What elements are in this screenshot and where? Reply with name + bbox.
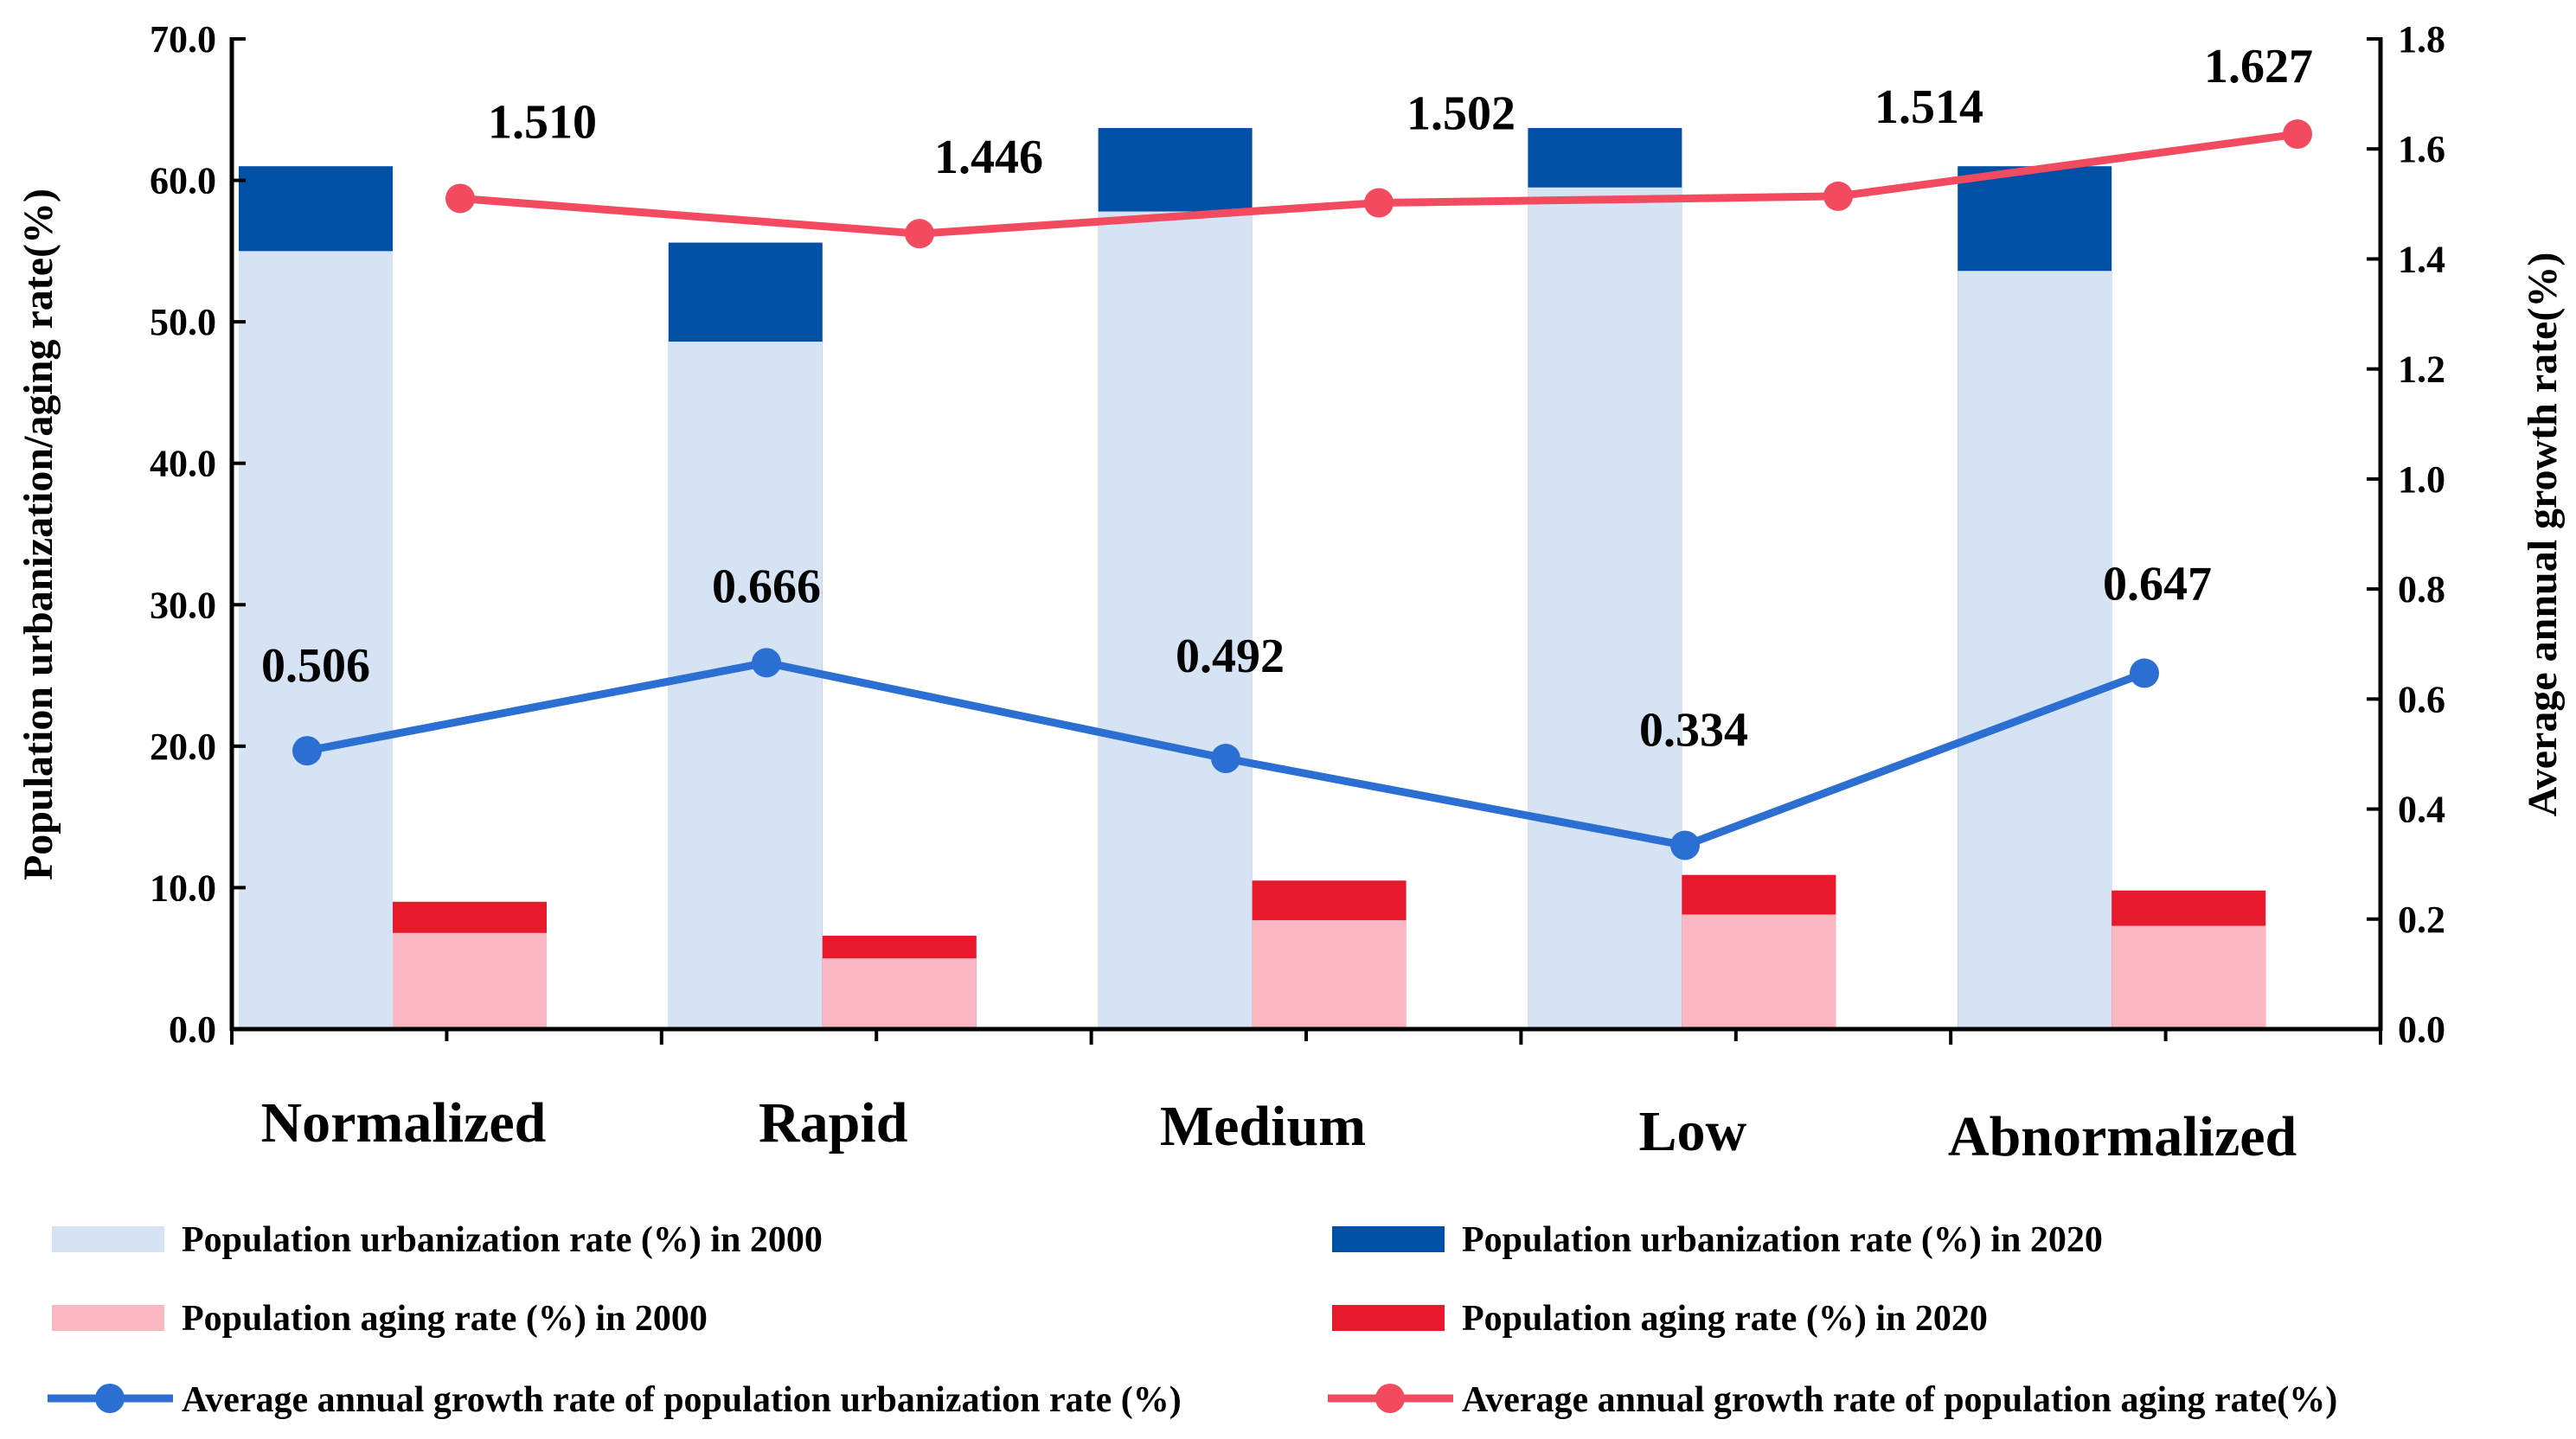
- bar-urbanization-2000-normalized: [239, 251, 393, 1029]
- category-label-normalized: Normalized: [260, 1091, 546, 1154]
- data-label-aging-0: 1.510: [488, 95, 597, 149]
- left-tick-label: 40.0: [150, 443, 216, 485]
- right-axis-title: Average annual growth rate(%): [2520, 253, 2566, 817]
- left-tick-label: 20.0: [150, 726, 216, 768]
- right-tick-label: 0.0: [2398, 1008, 2445, 1051]
- right-tick-label: 0.4: [2398, 789, 2445, 831]
- bar-aging-2000-medium: [1252, 920, 1407, 1029]
- line-point-aging-1: [905, 219, 934, 249]
- left-tick-label: 50.0: [150, 301, 216, 343]
- line-point-aging-4: [2283, 119, 2312, 150]
- data-label-aging-4: 1.627: [2204, 40, 2313, 93]
- legend-label-2: Population aging rate (%) in 2000: [182, 1299, 708, 1339]
- bar-urbanization-2000-rapid: [668, 342, 823, 1029]
- bar-aging-2000-low: [1682, 914, 1836, 1029]
- data-label-aging-3: 1.514: [1874, 80, 1983, 134]
- data-label-urbanization-2: 0.492: [1176, 630, 1285, 683]
- line-point-aging-2: [1364, 188, 1394, 218]
- bar-urbanization-2000-low: [1528, 187, 1682, 1029]
- left-axis-title: Population urbanization/aging rate(%): [16, 189, 61, 880]
- right-tick-label: 1.2: [2398, 349, 2445, 391]
- right-tick-label: 1.0: [2398, 458, 2445, 501]
- data-label-urbanization-0: 0.506: [261, 639, 370, 693]
- bar-aging-2000-abnormalized: [2111, 925, 2266, 1029]
- data-label-urbanization-3: 0.334: [1639, 704, 1748, 758]
- category-label-rapid: Rapid: [759, 1091, 907, 1154]
- bar-urbanization-2000-medium: [1098, 211, 1253, 1030]
- category-label-abnormalized: Abnormalized: [1948, 1105, 2297, 1168]
- line-point-urbanization-3: [1670, 830, 1700, 860]
- legend-label-4: Average annual growth rate of population…: [182, 1380, 1182, 1420]
- right-tick-label: 1.4: [2398, 238, 2445, 280]
- right-tick-label: 0.6: [2398, 678, 2445, 720]
- line-point-aging-0: [445, 183, 475, 214]
- line-point-aging-3: [1823, 181, 1853, 211]
- right-tick-label: 1.6: [2398, 128, 2445, 170]
- left-tick-label: 30.0: [150, 584, 216, 626]
- data-label-aging-2: 1.502: [1407, 87, 1515, 141]
- right-tick-label: 0.2: [2398, 899, 2445, 941]
- legend-label-5: Average annual growth rate of population…: [1462, 1380, 2337, 1420]
- right-tick-label: 1.8: [2398, 18, 2445, 61]
- legend-swatch-0: [52, 1226, 164, 1252]
- legend-label-1: Population urbanization rate (%) in 2020: [1462, 1220, 2103, 1260]
- legend-swatch-3: [1332, 1305, 1445, 1331]
- data-label-urbanization-1: 0.666: [712, 560, 821, 613]
- left-tick-label: 10.0: [150, 867, 216, 909]
- legend-swatch-2: [52, 1305, 164, 1331]
- legend-marker-4: [95, 1384, 125, 1413]
- category-label-low: Low: [1638, 1100, 1746, 1163]
- left-tick-label: 0.0: [169, 1008, 216, 1051]
- line-point-urbanization-1: [752, 648, 781, 678]
- legend-swatch-1: [1332, 1226, 1445, 1252]
- line-point-urbanization-0: [292, 736, 322, 766]
- data-label-aging-1: 1.446: [934, 131, 1043, 184]
- left-tick-label: 70.0: [150, 18, 216, 61]
- left-tick-label: 60.0: [150, 160, 216, 202]
- legend-label-3: Population aging rate (%) in 2020: [1462, 1299, 1988, 1339]
- legend-label-0: Population urbanization rate (%) in 2000: [182, 1220, 823, 1260]
- bar-aging-2000-normalized: [393, 932, 547, 1029]
- bar-urbanization-2000-abnormalized: [1958, 271, 2112, 1029]
- category-label-medium: Medium: [1160, 1095, 1366, 1158]
- line-point-urbanization-4: [2130, 658, 2159, 688]
- data-label-urbanization-4: 0.647: [2103, 557, 2212, 611]
- right-tick-label: 0.8: [2398, 568, 2445, 611]
- bar-aging-2000-rapid: [822, 958, 977, 1029]
- line-point-urbanization-2: [1211, 744, 1240, 774]
- legend-marker-5: [1375, 1384, 1405, 1413]
